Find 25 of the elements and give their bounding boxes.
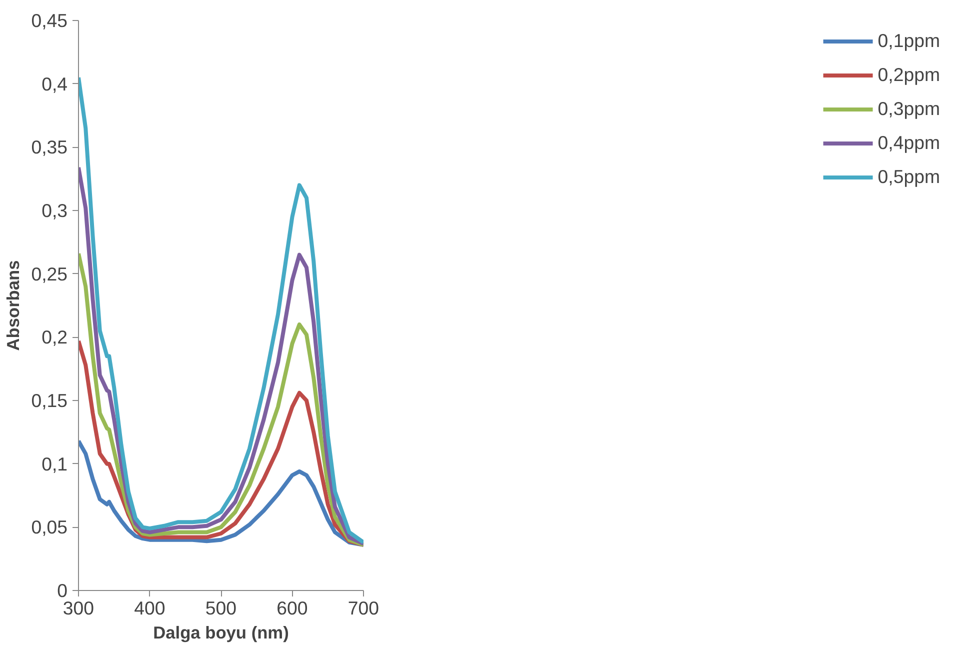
y-tick-label: 0,05 bbox=[31, 516, 68, 538]
legend-label: 0,2ppm bbox=[878, 64, 940, 86]
legend-label: 0,4ppm bbox=[878, 132, 940, 154]
y-tick-label: 0,1 bbox=[42, 453, 68, 474]
x-axis-title: Dalga boyu (nm) bbox=[153, 622, 289, 642]
y-tick-label: 0,25 bbox=[31, 263, 68, 284]
y-tick-label: 0,2 bbox=[42, 326, 68, 348]
x-tick-label: 700 bbox=[348, 598, 380, 618]
y-axis-title: Absorbans bbox=[3, 260, 24, 351]
y-tick-label: 0,45 bbox=[31, 10, 68, 31]
line-series bbox=[78, 76, 364, 544]
line-series bbox=[78, 165, 364, 546]
line-series bbox=[78, 338, 364, 547]
legend-label: 0,1ppm bbox=[878, 30, 940, 52]
x-tick-label: 500 bbox=[205, 598, 237, 618]
y-tick-label: 0,35 bbox=[31, 136, 68, 158]
legend-label: 0,5ppm bbox=[878, 166, 940, 188]
y-tick-label: 0,3 bbox=[42, 200, 68, 221]
x-tick-label: 400 bbox=[134, 598, 166, 618]
line-series bbox=[78, 439, 364, 547]
y-tick-label: 0,15 bbox=[31, 390, 68, 411]
y-tick-label: 0,4 bbox=[42, 73, 68, 94]
x-tick-label: 600 bbox=[276, 598, 308, 618]
legend-label: 0,3ppm bbox=[878, 98, 940, 120]
line-series bbox=[78, 252, 364, 547]
